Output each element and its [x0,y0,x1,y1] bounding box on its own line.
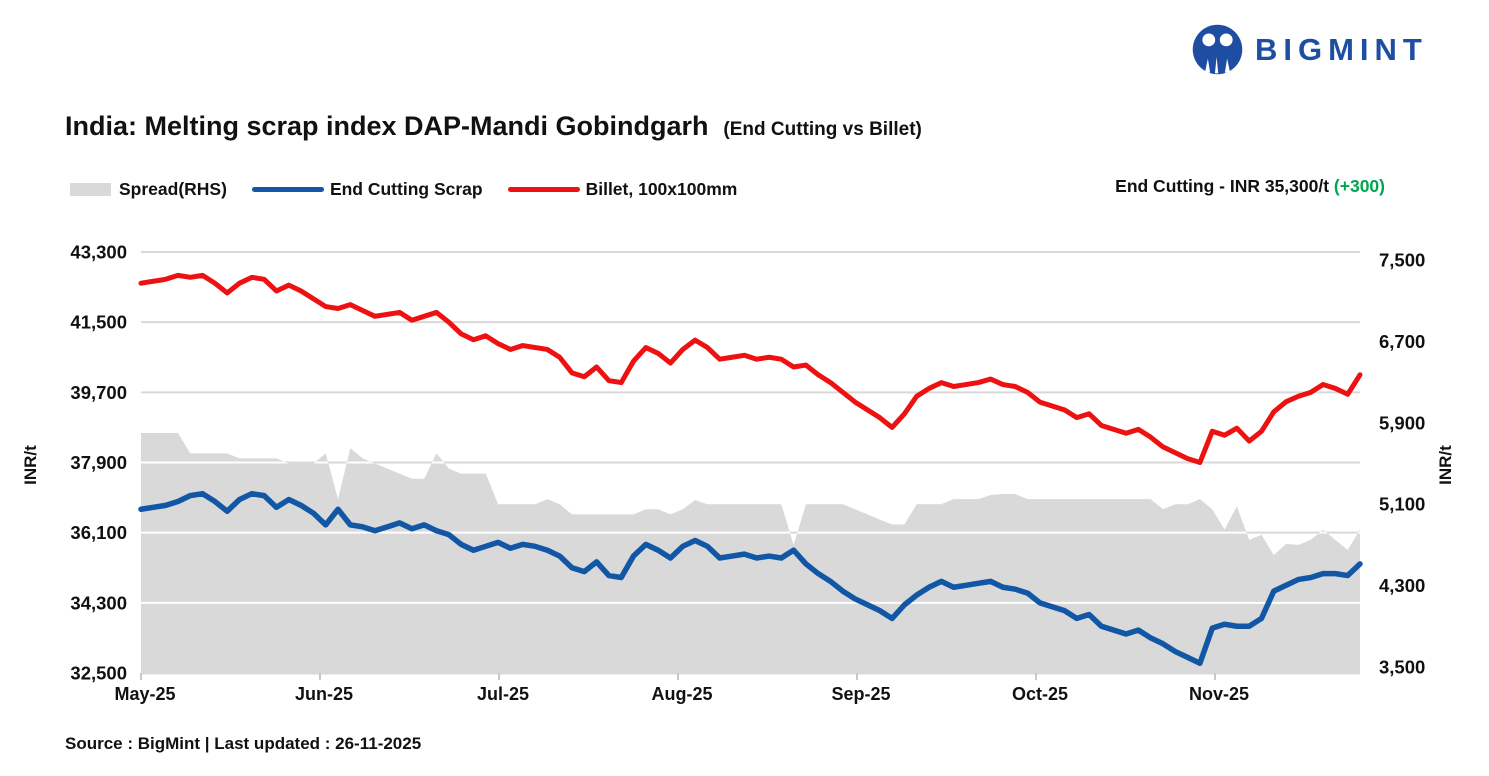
source-note: Source : BigMint | Last updated : 26-11-… [65,734,422,753]
svg-text:39,700: 39,700 [70,382,127,403]
svg-text:Nov-25: Nov-25 [1189,684,1249,704]
svg-text:3,500: 3,500 [1379,657,1425,678]
svg-text:Sep-25: Sep-25 [831,684,890,704]
legend-label-billet: Billet, 100x100mm [585,178,738,199]
spread-area-swatch [70,182,111,196]
legend-item-end-cutting: End Cutting Scrap [251,178,483,200]
svg-text:5,900: 5,900 [1379,412,1425,433]
brand-name: BIGMINT [1255,31,1428,67]
svg-text:INR/t: INR/t [21,445,40,485]
brand-logo-icon [1192,24,1243,75]
legend-label-spread: Spread(RHS) [119,178,227,199]
svg-text:Aug-25: Aug-25 [651,684,712,704]
svg-text:Jul-25: Jul-25 [477,684,529,704]
svg-text:May-25: May-25 [114,684,175,704]
billet-line-swatch [507,186,580,192]
legend-item-spread: Spread(RHS) [70,179,227,200]
svg-text:Jun-25: Jun-25 [295,684,353,704]
svg-text:43,300: 43,300 [70,242,127,263]
svg-text:7,500: 7,500 [1379,250,1425,271]
brand-logo: BIGMINT [1190,22,1428,77]
svg-text:6,700: 6,700 [1379,331,1425,352]
latest-price-change: (+300) [1333,176,1385,196]
svg-text:5,100: 5,100 [1379,494,1425,515]
chart-title-sub: (End Cutting vs Billet) [723,119,922,140]
svg-text:36,100: 36,100 [70,522,127,543]
svg-text:34,300: 34,300 [70,592,127,613]
legend-item-billet: Billet, 100x100mm [507,178,738,200]
svg-text:41,500: 41,500 [70,312,127,333]
svg-text:4,300: 4,300 [1379,575,1425,596]
svg-text:INR/t: INR/t [1436,445,1455,485]
page-title: India: Melting scrap index DAP-Mandi Gob… [65,106,922,143]
svg-text:37,900: 37,900 [70,452,127,473]
latest-price-label: End Cutting - INR 35,300/t [1115,176,1330,196]
end-cutting-line-swatch [251,186,324,192]
latest-price-annotation: End Cutting - INR 35,300/t (+300) [1115,176,1385,197]
svg-text:Oct-25: Oct-25 [1012,684,1068,704]
chart-title-main: India: Melting scrap index DAP-Mandi Gob… [65,111,709,141]
legend-label-end-cutting: End Cutting Scrap [329,178,483,199]
svg-text:32,500: 32,500 [70,663,127,684]
legend: Spread(RHS) End Cutting Scrap Billet, 10… [70,176,762,202]
